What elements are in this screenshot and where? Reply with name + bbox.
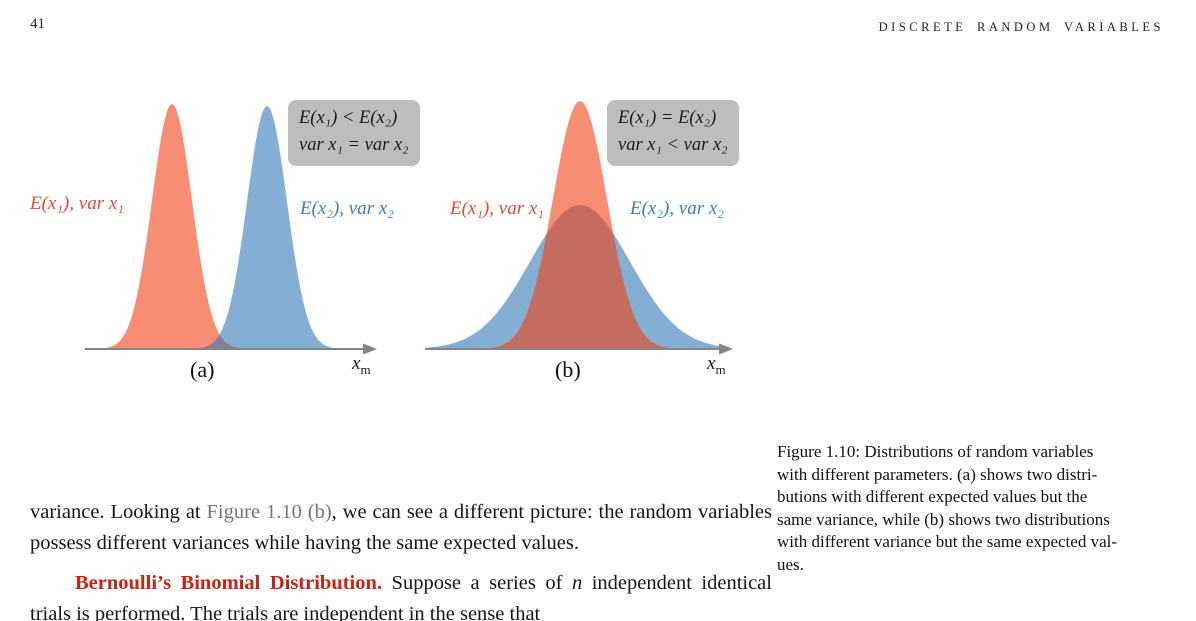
page-number: 41: [30, 16, 45, 32]
axis-label-b-sub: m: [715, 361, 726, 377]
axis-label-b: xm: [707, 353, 726, 378]
paragraph-variance: variance. Looking at Figure 1.10 (b), we…: [30, 497, 772, 559]
bernoulli-heading: Bernoulli’s Binomial Distribution.: [75, 572, 383, 594]
annotation-a-line2: var x₁ = var x₂: [299, 135, 409, 155]
paragraph-bernoulli: Bernoulli’s Binomial Distribution. Suppo…: [30, 568, 772, 621]
figure-caption: Figure 1.10: Distributions of random var…: [777, 442, 1118, 574]
curve-label-x1-a: E(x₁), var x₁: [30, 193, 124, 214]
figure-reference-link[interactable]: Figure 1.10 (b): [206, 501, 332, 523]
annotation-box-b: E(x₁) = E(x₂) var x₁ < var x₂: [607, 100, 739, 166]
p1-text: variance. Looking at: [30, 501, 207, 523]
axis-label-a-base: x: [352, 353, 361, 374]
curve-label-x1-b: E(x₁), var x₁: [450, 198, 544, 219]
axis-label-b-base: x: [707, 353, 716, 374]
annotation-b-line1: E(x₁) = E(x₂): [618, 108, 717, 128]
annotation-box-a: E(x₁) < E(x₂) var x₁ = var x₂: [288, 100, 420, 166]
axis-label-a-sub: m: [360, 361, 371, 377]
plot-caption-a: (a): [190, 357, 215, 382]
running-header: DISCRETE RANDOM VARIABLES: [878, 20, 1164, 34]
body-text: variance. Looking at Figure 1.10 (b), we…: [30, 497, 772, 621]
plot-caption-b: (b): [555, 357, 581, 382]
plot-a-canvas: [85, 104, 377, 355]
curve-label-x2-a: E(x₂), var x₂: [300, 198, 394, 219]
curve-label-x2-b: E(x₂), var x₂: [630, 198, 724, 219]
plot-b-canvas: [425, 101, 733, 355]
p2-text-cont: independent identical trials is performe…: [30, 572, 772, 621]
math-var-n: n: [571, 572, 583, 594]
annotation-a-line1: E(x₁) < E(x₂): [299, 108, 398, 128]
p1-text-cont: , we can see a different picture: the ra…: [30, 501, 772, 554]
axis-label-a: xm: [352, 353, 371, 378]
p2-text: Suppose a series of: [382, 572, 572, 594]
annotation-b-line2: var x₁ < var x₂: [618, 135, 728, 155]
